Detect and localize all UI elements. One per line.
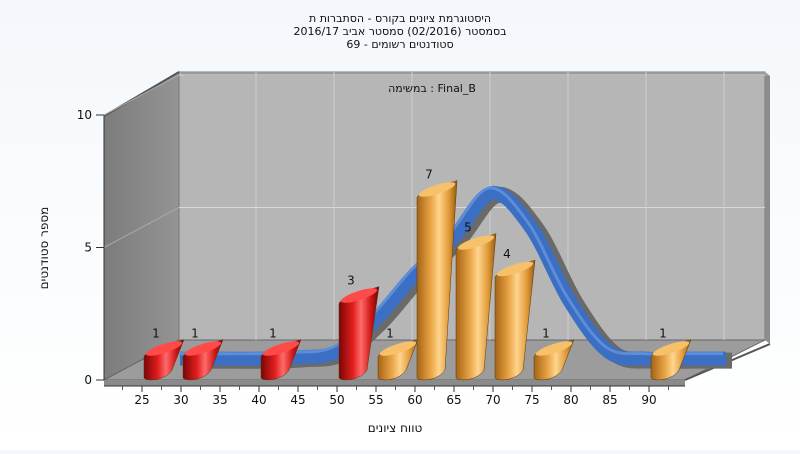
x-tick-label: 65 (446, 393, 461, 407)
bar-value-label: 1 (386, 327, 394, 341)
bar-value-label: 1 (542, 327, 550, 341)
bar-value-label: 7 (425, 168, 433, 182)
bar-value-label: 1 (269, 327, 277, 341)
x-tick-label: 55 (368, 393, 383, 407)
floor-edge (104, 380, 685, 386)
x-tick-label: 85 (602, 393, 617, 407)
bar (143, 338, 185, 381)
x-tick-label: 40 (251, 393, 266, 407)
chart-subtitle: במשימה : Final_B (388, 82, 476, 95)
x-tick-label: 90 (641, 393, 656, 407)
bar-value-label: 5 (464, 221, 472, 235)
bar-cap (418, 182, 456, 197)
gridline-side (103, 74, 180, 116)
x-tick-label: 30 (173, 393, 188, 407)
x-axis-label: טווח ציונים (368, 421, 423, 435)
y-tick-label: 0 (84, 373, 92, 387)
bar (494, 259, 536, 381)
x-tick-label: 50 (329, 393, 344, 407)
y-axis: 0 5 10 (77, 108, 105, 387)
bar-labels: 1 1 1 3 1 7 5 4 1 1 (152, 168, 667, 341)
bar-cap (379, 341, 417, 356)
bar-cap (145, 341, 183, 356)
chart-title-line-2: בסמסטר (02/2016) סמסטר אביב 2016/17 (293, 25, 506, 38)
bar (182, 338, 224, 381)
side-wall (103, 71, 180, 381)
bar-cap (457, 235, 495, 250)
y-axis-label: מספר סטודנטים (37, 207, 51, 290)
x-tick-label: 75 (524, 393, 539, 407)
bar (455, 233, 497, 381)
gridline-side (103, 207, 180, 248)
y-tick-label: 10 (77, 108, 92, 122)
y-tick-label: 5 (84, 241, 92, 255)
x-tick-label: 60 (407, 393, 422, 407)
bar (416, 180, 458, 381)
x-tick-label: 25 (134, 393, 149, 407)
bar-cap (184, 341, 222, 356)
bar (377, 338, 419, 381)
bar-cap (496, 261, 534, 277)
bar-cap (652, 341, 690, 356)
bar (533, 338, 575, 381)
bars (143, 180, 692, 381)
x-tick-label: 35 (212, 393, 227, 407)
bar-value-label: 1 (191, 327, 199, 341)
bar (338, 286, 380, 381)
bar-cap (262, 341, 300, 356)
bar-cap (340, 288, 378, 303)
x-tick-label: 45 (290, 393, 305, 407)
bar-value-label: 3 (347, 274, 355, 288)
x-tick-label: 70 (485, 393, 500, 407)
x-axis: 25 30 35 40 45 50 55 60 65 70 75 80 85 90 (104, 385, 685, 407)
bar-value-label: 4 (503, 247, 511, 261)
bar-value-label: 1 (152, 327, 160, 341)
bar (650, 338, 692, 381)
bar-value-label: 1 (659, 327, 667, 341)
chart-title-line-3: סטודנטים רשומים - 69 (346, 38, 453, 51)
frame-right-edge (765, 72, 770, 344)
bar (260, 338, 302, 381)
bar-cap (535, 341, 573, 356)
chart-title-line-1: היסטוגרמת ציונים בקורס - הסתברות ת (309, 12, 491, 25)
x-tick-label: 80 (563, 393, 578, 407)
